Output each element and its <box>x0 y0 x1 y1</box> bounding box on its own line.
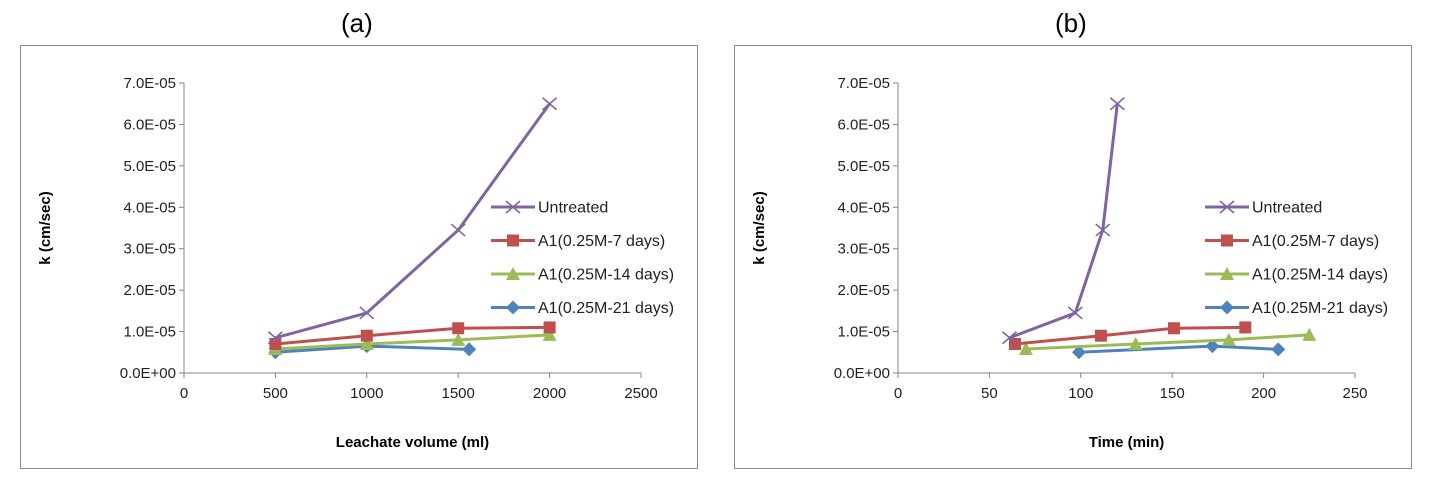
y-tick-label: 1.0E-05 <box>837 324 890 341</box>
legend-marker <box>506 267 520 280</box>
data-point <box>360 329 373 342</box>
x-tick-label: 1500 <box>442 385 475 402</box>
series-2 <box>1018 327 1317 355</box>
data-point <box>462 342 477 357</box>
legend: Untreated A1(0.25M-7 days) A1(0.25M-14 day… <box>1205 200 1388 317</box>
x-tick-label: 2000 <box>533 385 566 402</box>
y-tick-label: 7.0E-05 <box>837 75 890 92</box>
legend-marker <box>507 234 519 247</box>
y-tick-label: 3.0E-05 <box>837 241 890 258</box>
data-point <box>1239 321 1252 334</box>
data-point <box>1302 327 1317 341</box>
data-point <box>269 338 282 350</box>
data-point <box>1071 345 1086 360</box>
y-axis-title: k (cm/sec) <box>751 191 768 264</box>
y-tick-label: 6.0E-05 <box>123 116 176 133</box>
y-tick-label: 0.0E+00 <box>120 365 176 382</box>
legend-marker <box>1220 267 1234 280</box>
y-tick-label: 2.0E-05 <box>837 282 890 299</box>
series-line <box>275 102 551 340</box>
series-3 <box>1071 339 1286 360</box>
x-axis-title: Leachate volume (ml) <box>336 434 489 451</box>
legend-label: A1(0.25M-21 days) <box>1252 300 1388 317</box>
series-line <box>1014 325 1246 346</box>
legend-marker <box>506 300 520 315</box>
y-tick-label: 2.0E-05 <box>123 282 176 299</box>
data-point <box>1109 97 1125 111</box>
data-point <box>1221 332 1236 346</box>
chart-a: 0.0E+00 1.0E-05 2.0E-05 3.0E-05 4.0E-05 5.0E-… <box>37 75 674 451</box>
legend-label: A1(0.25M-7 days) <box>538 233 665 250</box>
data-point <box>359 306 375 320</box>
legend-label: A1(0.25M-7 days) <box>1252 233 1379 250</box>
x-axis-title: Time (min) <box>1089 434 1165 451</box>
x-tick-label: 500 <box>263 385 288 402</box>
series-line <box>1025 333 1310 351</box>
data-point <box>1001 331 1018 345</box>
y-tick-label: 3.0E-05 <box>123 241 176 258</box>
series-1 <box>1008 321 1252 350</box>
data-point <box>542 327 557 341</box>
x-tick-label: 0 <box>180 385 188 402</box>
legend: Untreated A1(0.25M-7 days) A1(0.25M-14 day… <box>491 200 674 317</box>
x-tick-label: 250 <box>1342 385 1367 402</box>
data-point <box>1018 341 1033 355</box>
legend-marker <box>1220 300 1234 315</box>
data-point <box>543 321 556 334</box>
series-0 <box>267 97 558 345</box>
y-tick-label: 5.0E-05 <box>837 158 890 175</box>
data-point <box>450 223 466 237</box>
y-tick-label: 1.0E-05 <box>123 324 176 341</box>
x-tick-label: 50 <box>981 385 998 402</box>
legend-label: Untreated <box>1252 200 1322 217</box>
y-tick-label: 6.0E-05 <box>837 116 890 133</box>
series-line <box>1008 103 1119 340</box>
x-tick-label: 100 <box>1068 385 1093 402</box>
chart-b: 0.0E+00 1.0E-05 2.0E-05 3.0E-05 4.0E-05 5.0E-… <box>751 75 1388 451</box>
x-tick-label: 2500 <box>624 385 657 402</box>
legend-label: A1(0.25M-14 days) <box>538 267 674 284</box>
series-line <box>275 325 550 346</box>
y-tick-label: 5.0E-05 <box>123 158 176 175</box>
y-tick-label: 4.0E-05 <box>837 199 890 216</box>
y-tick-label: 4.0E-05 <box>123 199 176 216</box>
data-point <box>1271 342 1286 357</box>
legend-label: Untreated <box>538 200 608 217</box>
series-line <box>275 333 550 351</box>
legend-marker <box>1221 234 1233 247</box>
data-point <box>267 331 283 345</box>
data-point <box>1008 338 1021 350</box>
series-line <box>1078 344 1279 354</box>
chart-a-frame: 0.0E+00 1.0E-05 2.0E-05 3.0E-05 4.0E-05 5.0E-… <box>20 45 698 469</box>
data-point <box>1168 322 1181 335</box>
data-point <box>359 337 374 350</box>
data-point <box>452 322 465 335</box>
data-point <box>1205 339 1220 354</box>
panel-a-label: (a) <box>341 8 373 38</box>
legend-marker <box>1219 200 1235 214</box>
data-point <box>451 332 466 346</box>
y-tick-label: 0.0E+00 <box>834 365 890 382</box>
y-axis-title: k (cm/sec) <box>37 191 54 264</box>
y-tick-label: 7.0E-05 <box>123 75 176 92</box>
legend-label: A1(0.25M-14 days) <box>1252 267 1388 284</box>
legend-marker <box>505 200 521 214</box>
data-point <box>1067 306 1083 320</box>
data-point <box>1128 337 1143 350</box>
x-tick-label: 150 <box>1160 385 1185 402</box>
series-0 <box>1001 97 1125 345</box>
x-tick-label: 1000 <box>350 385 383 402</box>
x-tick-label: 200 <box>1251 385 1276 402</box>
chart-b-frame: 0.0E+00 1.0E-05 2.0E-05 3.0E-05 4.0E-05 5.0E-… <box>734 45 1412 469</box>
data-point <box>542 97 558 111</box>
data-point <box>1095 223 1111 237</box>
data-point <box>1094 329 1107 342</box>
x-tick-label: 0 <box>894 385 902 402</box>
legend-label: A1(0.25M-21 days) <box>538 300 674 317</box>
panel-b-label: (b) <box>1055 8 1087 38</box>
